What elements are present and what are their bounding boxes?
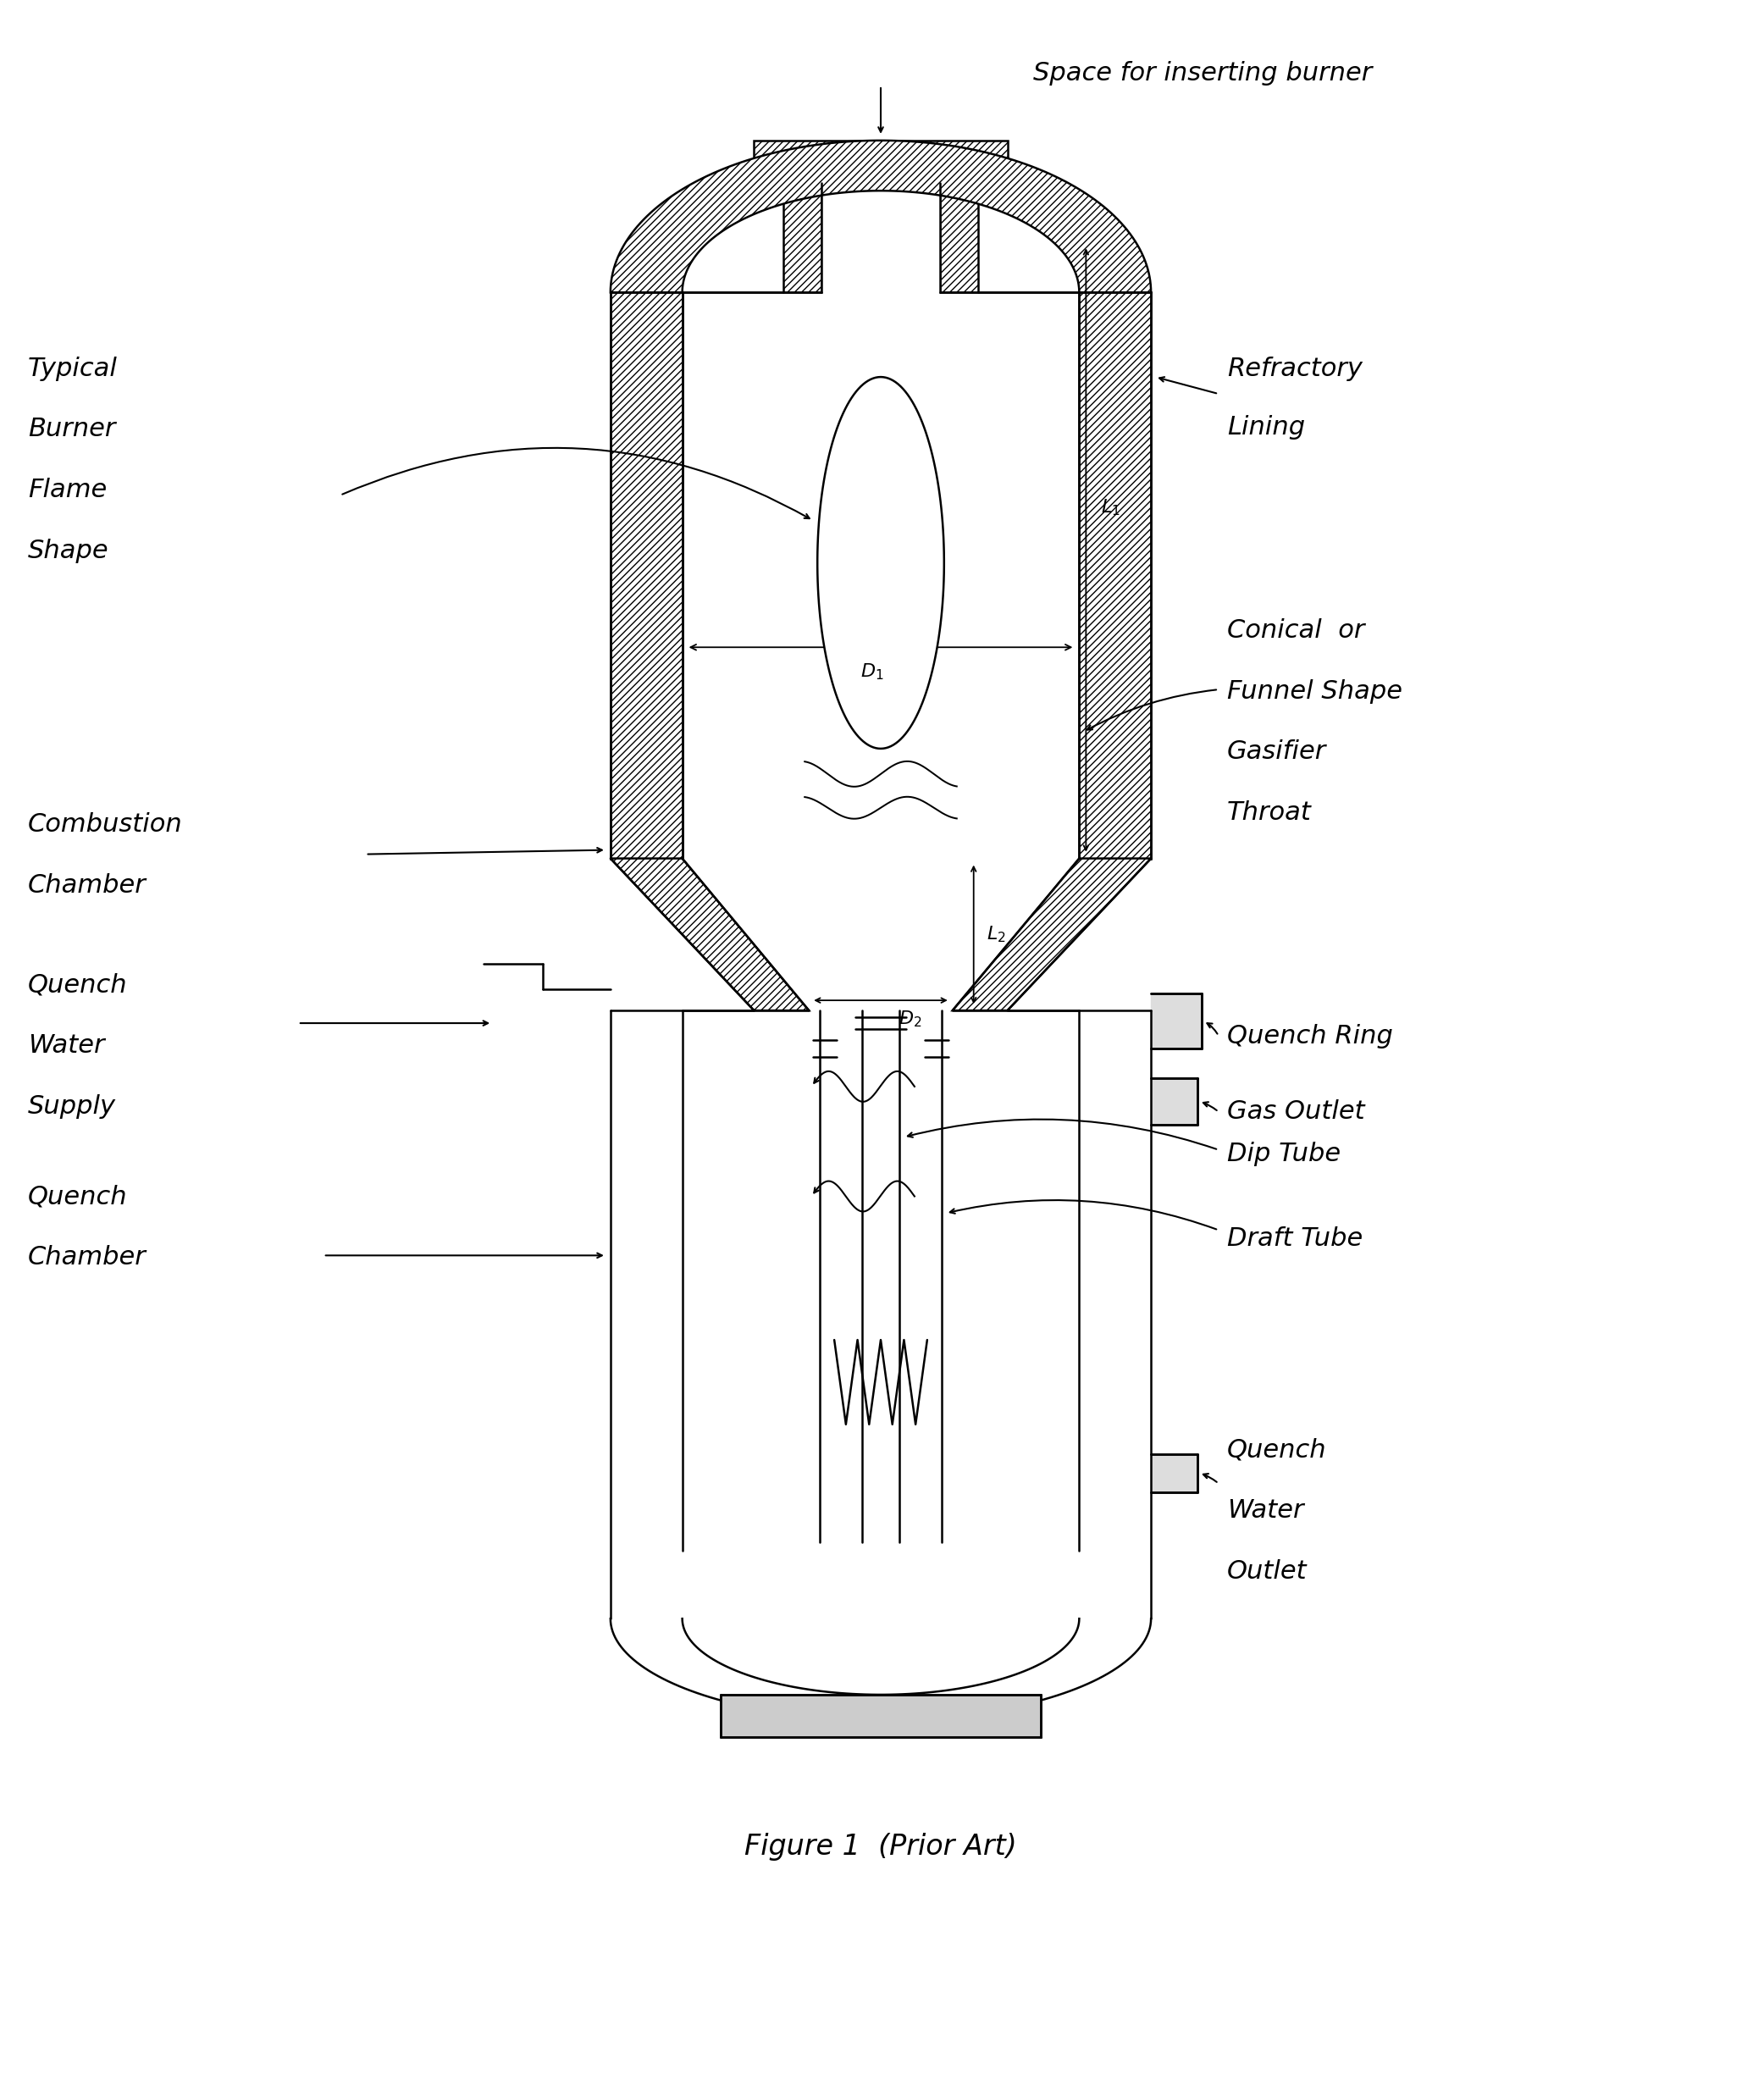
Text: Draft Tube: Draft Tube — [1228, 1227, 1364, 1252]
Polygon shape — [1150, 1454, 1198, 1491]
Text: Quench: Quench — [1228, 1437, 1327, 1462]
Polygon shape — [610, 292, 683, 859]
Bar — [720, 1694, 1041, 1738]
Polygon shape — [940, 184, 977, 292]
Text: Space for inserting burner: Space for inserting burner — [1032, 60, 1372, 86]
Polygon shape — [610, 859, 810, 1010]
Polygon shape — [610, 1619, 1150, 1721]
Text: Flame: Flame — [28, 478, 106, 503]
Text: $D_1$: $D_1$ — [861, 661, 884, 682]
Text: Refractory: Refractory — [1228, 357, 1362, 382]
Polygon shape — [610, 140, 1150, 292]
Text: Water: Water — [28, 1035, 104, 1058]
Polygon shape — [1080, 292, 1150, 859]
Text: Gasifier: Gasifier — [1228, 741, 1327, 763]
Text: Lining: Lining — [1228, 415, 1305, 440]
Text: Conical  or: Conical or — [1228, 617, 1365, 642]
Text: $L_1$: $L_1$ — [1101, 499, 1120, 517]
Polygon shape — [783, 184, 822, 292]
Polygon shape — [753, 140, 1007, 184]
Text: Typical: Typical — [28, 357, 118, 382]
Text: Water: Water — [1228, 1498, 1304, 1523]
Text: Burner: Burner — [28, 417, 115, 442]
Text: Supply: Supply — [28, 1095, 116, 1118]
Text: Gas Outlet: Gas Outlet — [1228, 1099, 1365, 1124]
Text: Shape: Shape — [28, 538, 109, 563]
Text: Figure 1  (Prior Art): Figure 1 (Prior Art) — [744, 1834, 1018, 1861]
Polygon shape — [953, 859, 1150, 1010]
Polygon shape — [817, 378, 944, 749]
Text: $L_2$: $L_2$ — [986, 924, 1005, 945]
Text: Funnel Shape: Funnel Shape — [1228, 678, 1402, 703]
Text: Quench: Quench — [28, 1185, 127, 1208]
Text: Outlet: Outlet — [1228, 1558, 1307, 1583]
Text: Chamber: Chamber — [28, 874, 146, 897]
Text: Throat: Throat — [1228, 801, 1312, 826]
Text: $D_2$: $D_2$ — [898, 1010, 923, 1028]
Polygon shape — [1150, 993, 1201, 1049]
Text: Combustion: Combustion — [28, 811, 182, 836]
Text: Quench: Quench — [28, 972, 127, 997]
Text: Dip Tube: Dip Tube — [1228, 1141, 1341, 1166]
Polygon shape — [1150, 1078, 1198, 1124]
Text: Quench Ring: Quench Ring — [1228, 1024, 1394, 1047]
Text: Chamber: Chamber — [28, 1245, 146, 1270]
